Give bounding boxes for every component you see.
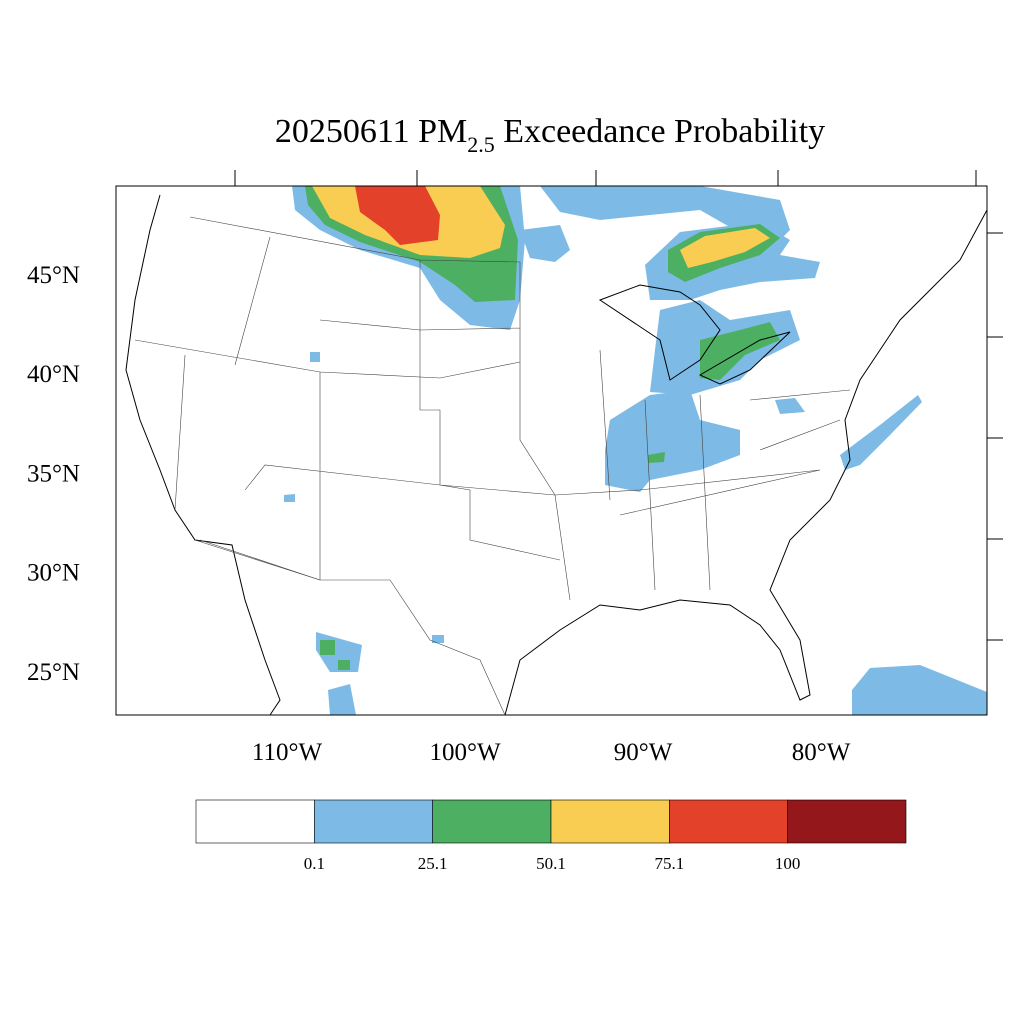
title-suffix: Exceedance Probability bbox=[495, 113, 825, 150]
plume bbox=[648, 452, 665, 463]
plume bbox=[852, 665, 987, 715]
lat-label: 25°N bbox=[27, 659, 80, 686]
border bbox=[194, 539, 506, 716]
lon-label: 90°W bbox=[614, 739, 673, 766]
plume bbox=[320, 640, 335, 655]
title: 20250611 PM2.5 Exceedance Probability bbox=[275, 113, 825, 157]
coastline bbox=[504, 209, 988, 716]
plume bbox=[775, 398, 805, 414]
ticks bbox=[234, 170, 1003, 641]
colorbar-label: 50.1 bbox=[536, 854, 566, 873]
state-lines bbox=[134, 216, 851, 601]
lon-label: 110°W bbox=[252, 739, 323, 766]
plume bbox=[680, 228, 770, 268]
plume bbox=[605, 390, 740, 492]
colorbar-box bbox=[432, 799, 552, 844]
title-prefix: 20250611 PM bbox=[275, 113, 467, 150]
probability-areas bbox=[284, 186, 987, 715]
plume bbox=[432, 635, 444, 643]
title-subscript: 2.5 bbox=[467, 132, 495, 157]
lon-label: 80°W bbox=[792, 739, 851, 766]
colorbar-label: 25.1 bbox=[418, 854, 448, 873]
colorbar-box bbox=[550, 799, 670, 844]
plume bbox=[338, 660, 350, 670]
map-frame bbox=[115, 185, 988, 716]
plume bbox=[520, 225, 570, 262]
colorbar-label: 0.1 bbox=[304, 854, 325, 873]
boundaries bbox=[125, 194, 988, 716]
lat-label: 45°N bbox=[27, 262, 80, 289]
colorbar-label: 75.1 bbox=[654, 854, 684, 873]
lat-label: 35°N bbox=[27, 460, 80, 487]
great-lakes bbox=[598, 284, 721, 381]
great-lakes bbox=[698, 331, 791, 385]
plume bbox=[310, 352, 320, 362]
plume bbox=[355, 186, 440, 245]
coastline bbox=[125, 194, 281, 716]
colorbar-box bbox=[195, 799, 315, 844]
plume bbox=[700, 322, 780, 380]
lat-label: 30°N bbox=[27, 560, 80, 587]
colorbar-box bbox=[669, 799, 788, 844]
plume bbox=[540, 186, 790, 250]
plume bbox=[284, 494, 295, 502]
plume bbox=[840, 395, 922, 470]
lon-label: 100°W bbox=[429, 739, 500, 766]
lat-label: 40°N bbox=[27, 361, 80, 388]
plume bbox=[328, 684, 356, 715]
colorbar-box bbox=[314, 799, 433, 844]
colorbar-label: 100 bbox=[775, 854, 801, 873]
colorbar-box bbox=[787, 799, 907, 844]
